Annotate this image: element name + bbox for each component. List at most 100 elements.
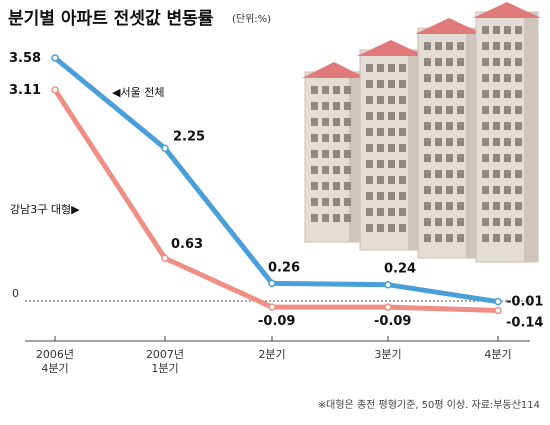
building-window xyxy=(388,128,395,136)
gangnam-data-label: 3.11 xyxy=(9,83,41,98)
building-window xyxy=(322,166,329,174)
building-window xyxy=(457,234,464,242)
building-window xyxy=(322,214,329,222)
building-window xyxy=(435,138,442,146)
building-window xyxy=(388,176,395,184)
building-window xyxy=(344,150,351,158)
gangnam-data-point xyxy=(161,254,169,262)
building-window xyxy=(457,122,464,130)
building-window xyxy=(399,96,406,104)
building-window xyxy=(482,154,489,162)
building-window xyxy=(457,202,464,210)
x-tick-label: 2006년 4분기 xyxy=(36,348,74,375)
building-window xyxy=(446,202,453,210)
building-window xyxy=(515,42,522,50)
building-window xyxy=(435,186,442,194)
building-window xyxy=(515,58,522,66)
gangnam-data-label: 0.63 xyxy=(171,237,203,252)
apartment-building xyxy=(302,62,366,243)
building-window xyxy=(435,122,442,130)
building-window xyxy=(435,170,442,178)
building-window xyxy=(504,154,511,162)
building-window xyxy=(344,102,351,110)
building-window xyxy=(344,198,351,206)
building-window xyxy=(377,80,384,88)
building-window xyxy=(482,42,489,50)
building-window xyxy=(424,218,431,226)
building-window xyxy=(399,160,406,168)
building-window xyxy=(311,198,318,206)
building-window xyxy=(366,224,373,232)
building-window xyxy=(515,106,522,114)
building-window xyxy=(311,118,318,126)
building-window xyxy=(424,42,431,50)
building-window xyxy=(311,214,318,222)
building-window xyxy=(366,160,373,168)
gangnam-series-name: 강남3구 대형▶ xyxy=(10,203,80,216)
building-window xyxy=(493,234,500,242)
gangnam-data-label: -0.14 xyxy=(506,316,543,331)
seoul-data-point xyxy=(384,280,392,289)
building-window xyxy=(493,122,500,130)
building-window xyxy=(333,214,340,222)
seoul-data-label: 0.24 xyxy=(384,262,416,277)
building-window xyxy=(504,74,511,82)
building-roof xyxy=(302,62,366,78)
building-window xyxy=(504,234,511,242)
building-window xyxy=(493,90,500,98)
building-window xyxy=(322,118,329,126)
building-window xyxy=(435,202,442,210)
building-window xyxy=(344,214,351,222)
building-window xyxy=(333,86,340,94)
building-window xyxy=(366,176,373,184)
building-window xyxy=(333,198,340,206)
building-window xyxy=(504,106,511,114)
building-window xyxy=(446,218,453,226)
building-window xyxy=(388,64,395,72)
building-window xyxy=(515,170,522,178)
building-window xyxy=(311,86,318,94)
building-window xyxy=(311,134,318,142)
building-window xyxy=(366,64,373,72)
building-window xyxy=(493,106,500,114)
building-window xyxy=(366,208,373,216)
building-window xyxy=(322,134,329,142)
building-window xyxy=(446,170,453,178)
building-window xyxy=(493,74,500,82)
building-window xyxy=(333,118,340,126)
building-window xyxy=(457,74,464,82)
building-window xyxy=(493,218,500,226)
building-window xyxy=(457,154,464,162)
building-window xyxy=(366,96,373,104)
gangnam-data-point xyxy=(494,306,502,315)
building-window xyxy=(322,182,329,190)
building-window xyxy=(424,154,431,162)
building-window xyxy=(388,224,395,232)
building-window xyxy=(493,42,500,50)
building-window xyxy=(366,192,373,200)
building-window xyxy=(446,90,453,98)
x-tick-label: 3분기 xyxy=(374,348,401,361)
building-window xyxy=(399,208,406,216)
building-window xyxy=(322,150,329,158)
building-window xyxy=(424,106,431,114)
building-window xyxy=(482,26,489,34)
gangnam-data-point xyxy=(51,86,59,94)
building-window xyxy=(457,42,464,50)
building-roof xyxy=(473,2,541,18)
building-window xyxy=(311,150,318,158)
building-window xyxy=(504,58,511,66)
building-window xyxy=(515,186,522,194)
building-window xyxy=(493,186,500,194)
building-window xyxy=(515,202,522,210)
seoul-series-name: ◀서울 전체 xyxy=(112,86,164,99)
building-window xyxy=(482,218,489,226)
building-window xyxy=(424,74,431,82)
building-window xyxy=(399,80,406,88)
apartment-building xyxy=(473,2,541,263)
building-window xyxy=(344,166,351,174)
building-window xyxy=(366,144,373,152)
building-window xyxy=(482,202,489,210)
building-window xyxy=(322,86,329,94)
building-window xyxy=(446,122,453,130)
